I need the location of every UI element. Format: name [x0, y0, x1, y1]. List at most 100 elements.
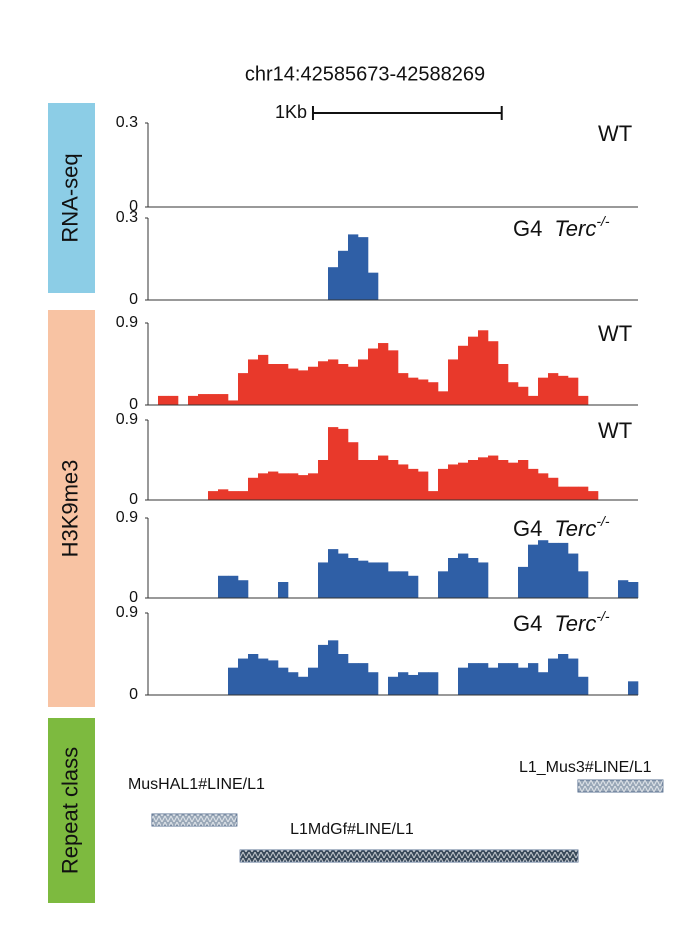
track-label-name: G4	[513, 216, 542, 241]
track-label-sup: -/-	[596, 608, 610, 624]
coverage-bar	[508, 663, 519, 695]
coverage-bar	[398, 464, 409, 500]
repeat-hatch	[151, 814, 237, 826]
coverage-bar	[498, 460, 509, 500]
coverage-bar	[238, 373, 249, 405]
coverage-bar	[368, 562, 379, 598]
coverage-bar	[258, 658, 269, 695]
coverage-bar	[528, 395, 539, 405]
coverage-bar	[448, 558, 459, 598]
coverage-bar	[408, 575, 419, 598]
coverage-bar	[338, 364, 349, 405]
scale-bar-label: 1Kb	[275, 102, 307, 122]
coverage-bar	[268, 660, 279, 695]
coverage-bar	[188, 395, 199, 405]
coverage-bar	[278, 667, 289, 695]
coverage-bar	[358, 460, 369, 500]
coverage-bar	[338, 250, 349, 300]
coverage-bar	[458, 345, 469, 405]
coverage-bar	[518, 667, 529, 695]
track-label-sup: -/-	[596, 513, 610, 529]
coverage-bar	[198, 394, 209, 405]
coverage-bar	[218, 394, 229, 405]
coverage-bar	[208, 491, 219, 500]
coverage-bar	[458, 667, 469, 695]
track-label-gene: Terc	[554, 611, 596, 636]
track-label: G4 Terc-/-	[513, 213, 610, 241]
coverage-bar	[548, 477, 559, 500]
coverage-bar	[628, 582, 639, 598]
coverage-bar	[578, 676, 589, 695]
coverage-bar	[358, 560, 369, 598]
coverage-bar	[218, 489, 229, 500]
coverage-bar	[258, 473, 269, 500]
track-label: WT	[598, 418, 632, 443]
coverage-bar	[368, 348, 379, 405]
track-label-sup: -/-	[596, 213, 610, 229]
coverage-bar	[268, 471, 279, 500]
coverage-bar	[358, 663, 369, 695]
coverage-bar	[458, 462, 469, 500]
coverage-bar	[398, 571, 409, 598]
coverage-bar	[508, 382, 519, 405]
coverage-bar	[528, 468, 539, 500]
y-tick-label: 0	[129, 396, 138, 413]
coverage-bar	[238, 580, 249, 598]
coverage-bar	[478, 330, 489, 405]
y-tick-label: 0.3	[116, 114, 138, 131]
coverage-bar	[548, 373, 559, 405]
coverage-bar	[578, 486, 589, 500]
coverage-bar	[348, 234, 359, 300]
coverage-bar	[388, 676, 399, 695]
y-tick-label: 0.9	[116, 604, 138, 621]
track-label: WT	[598, 121, 632, 146]
coverage-bar	[518, 566, 529, 598]
coverage-bar	[308, 667, 319, 695]
coverage-bar	[348, 366, 359, 405]
repeat-hatch	[577, 780, 663, 792]
coverage-bar	[388, 350, 399, 405]
coverage-bar	[228, 491, 239, 500]
coverage-bar	[408, 377, 419, 405]
coverage-bar	[618, 580, 629, 598]
coverage-bar	[378, 455, 389, 500]
coverage-bar	[558, 486, 569, 500]
coverage-bar	[328, 359, 339, 405]
repeat-label: L1_Mus3#LINE/L1	[519, 759, 652, 776]
coverage-bar	[558, 542, 569, 598]
coverage-bar	[428, 491, 439, 500]
y-tick-label: 0	[129, 198, 138, 215]
coverage-bar	[208, 394, 219, 405]
coverage-bar	[448, 464, 459, 500]
coverage-bar	[378, 562, 389, 598]
coverage-bar	[218, 575, 229, 598]
group-bar	[48, 310, 95, 707]
coverage-bar	[578, 395, 589, 405]
coverage-bar	[408, 674, 419, 695]
group-bar	[48, 718, 95, 903]
track-label: G4 Terc-/-	[513, 608, 610, 636]
group-bar	[48, 103, 95, 293]
y-tick-label: 0	[129, 589, 138, 606]
coverage-bar	[368, 272, 379, 300]
coverage-bar	[308, 366, 319, 405]
coverage-bar	[318, 361, 329, 405]
coverage-bar	[328, 640, 339, 695]
coverage-bar	[478, 663, 489, 695]
coverage-bar	[258, 354, 269, 405]
track-label-gene: Terc	[554, 216, 596, 241]
coverage-bar	[418, 379, 429, 405]
coverage-bar	[478, 457, 489, 500]
coverage-bar	[538, 672, 549, 695]
coverage-bar	[248, 359, 259, 405]
coverage-bar	[568, 658, 579, 695]
coverage-bar	[288, 672, 299, 695]
track-label: G4 Terc-/-	[513, 513, 610, 541]
coverage-bar	[288, 473, 299, 500]
track-label-name: WT	[598, 418, 632, 443]
coverage-bar	[398, 672, 409, 695]
y-tick-label: 0.9	[116, 509, 138, 526]
coverage-bar	[518, 460, 529, 500]
coverage-bar	[268, 364, 279, 405]
